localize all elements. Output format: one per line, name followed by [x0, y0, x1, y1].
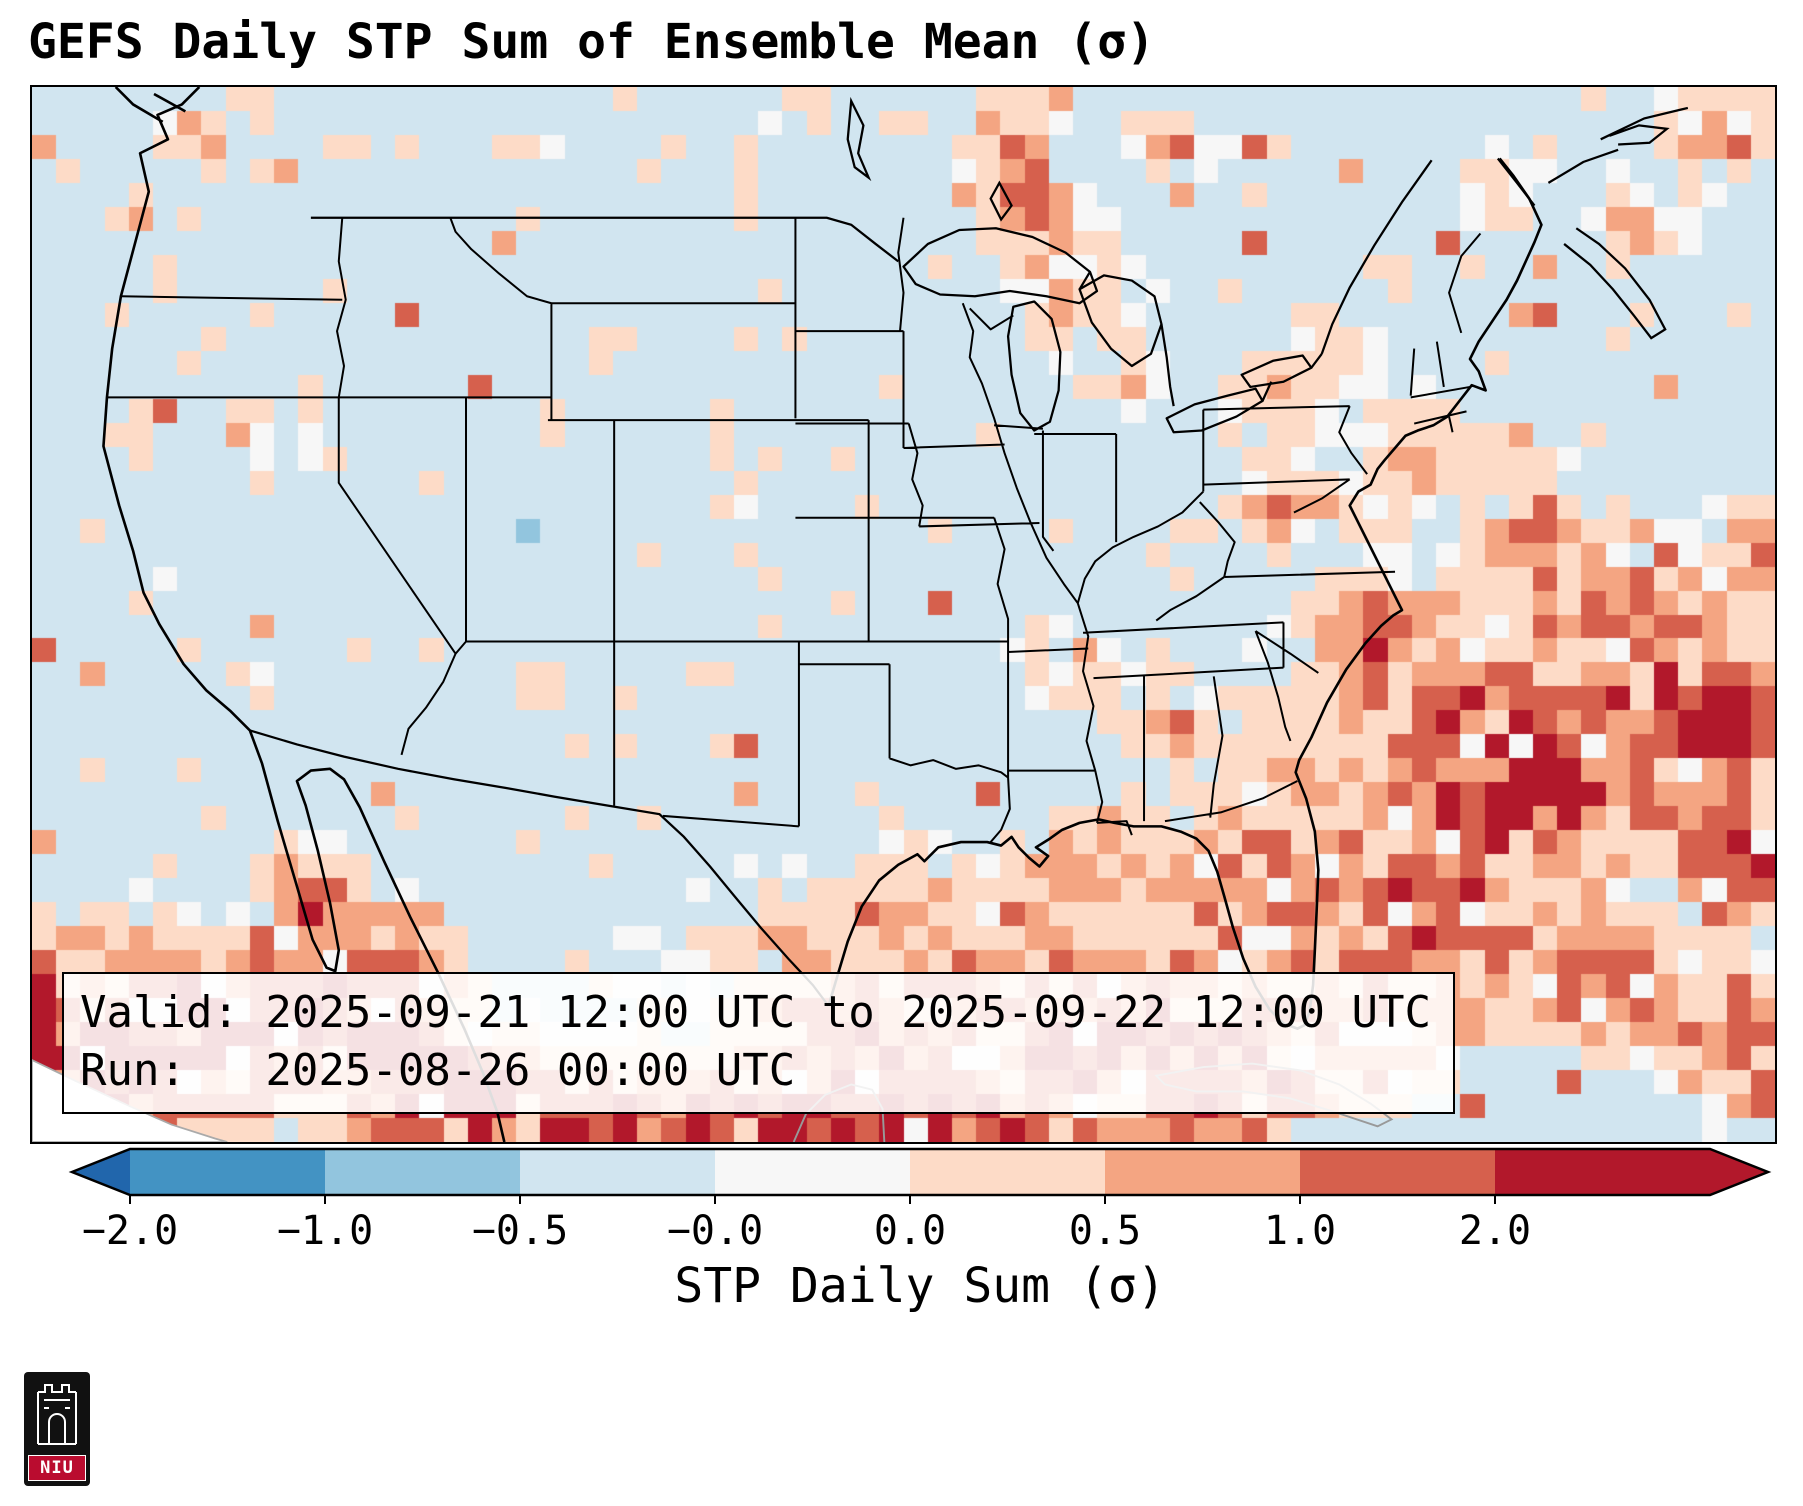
- colorbar-tick-label: −0.5: [471, 1208, 569, 1254]
- heatmap-canvas: [32, 87, 1775, 1142]
- colorbar-over-arrow: [1710, 1149, 1768, 1195]
- colorbar-tick-label: −1.0: [276, 1208, 374, 1254]
- run-time-text: Run: 2025-08-26 00:00 UTC: [80, 1044, 796, 1096]
- colorbar-segment: [130, 1149, 325, 1195]
- canada-border: [310, 96, 1689, 407]
- colorbar-segment: [520, 1149, 715, 1195]
- colorbar-tick-label: 0.0: [873, 1208, 947, 1254]
- niu-logo: NIU: [24, 1372, 90, 1486]
- map-panel: Valid: 2025-09-21 12:00 UTC to 2025-09-2…: [30, 85, 1777, 1144]
- colorbar-under-arrow: [72, 1149, 130, 1195]
- colorbar-tick-label: 0.5: [1068, 1208, 1142, 1254]
- colorbar-segment: [910, 1149, 1105, 1195]
- colorbar: [68, 1147, 1772, 1204]
- map-overlay: [32, 87, 1689, 1142]
- colorbar-tick-label: 1.0: [1263, 1208, 1337, 1254]
- colorbar-outline: [68, 1147, 1772, 1197]
- coastline: [102, 87, 1543, 1142]
- great-lakes: [902, 227, 1313, 434]
- colorbar-ticks: −2.0 −1.0 −0.5 −0.0 0.0 0.5 1.0 2.0: [30, 1208, 1773, 1254]
- colorbar-tick-label: 2.0: [1458, 1208, 1532, 1254]
- colorbar-label: STP Daily Sum (σ): [674, 1258, 1166, 1314]
- state-borders: [106, 217, 1482, 843]
- logo-band: NIU: [28, 1455, 86, 1481]
- colorbar-segment: [715, 1149, 910, 1195]
- colorbar-tick-label: −0.0: [666, 1208, 764, 1254]
- figure-title: GEFS Daily STP Sum of Ensemble Mean (σ): [28, 14, 1156, 70]
- us-mexico-border: [249, 729, 830, 1007]
- colorbar-bands: [72, 1149, 1768, 1195]
- colorbar-segment: [1105, 1149, 1300, 1195]
- colorbar-segment: [325, 1149, 520, 1195]
- castle-icon: [37, 1384, 77, 1445]
- valid-time-text: Valid: 2025-09-21 12:00 UTC to 2025-09-2…: [80, 986, 1432, 1038]
- logo-text: NIU: [40, 1458, 74, 1478]
- colorbar-tick-label: −2.0: [81, 1208, 179, 1254]
- colorbar-over-band: [1495, 1149, 1710, 1195]
- colorbar-segment: [1300, 1149, 1495, 1195]
- info-box: Valid: 2025-09-21 12:00 UTC to 2025-09-2…: [62, 971, 1456, 1114]
- colorbar-tickmarks: [129, 1195, 1496, 1204]
